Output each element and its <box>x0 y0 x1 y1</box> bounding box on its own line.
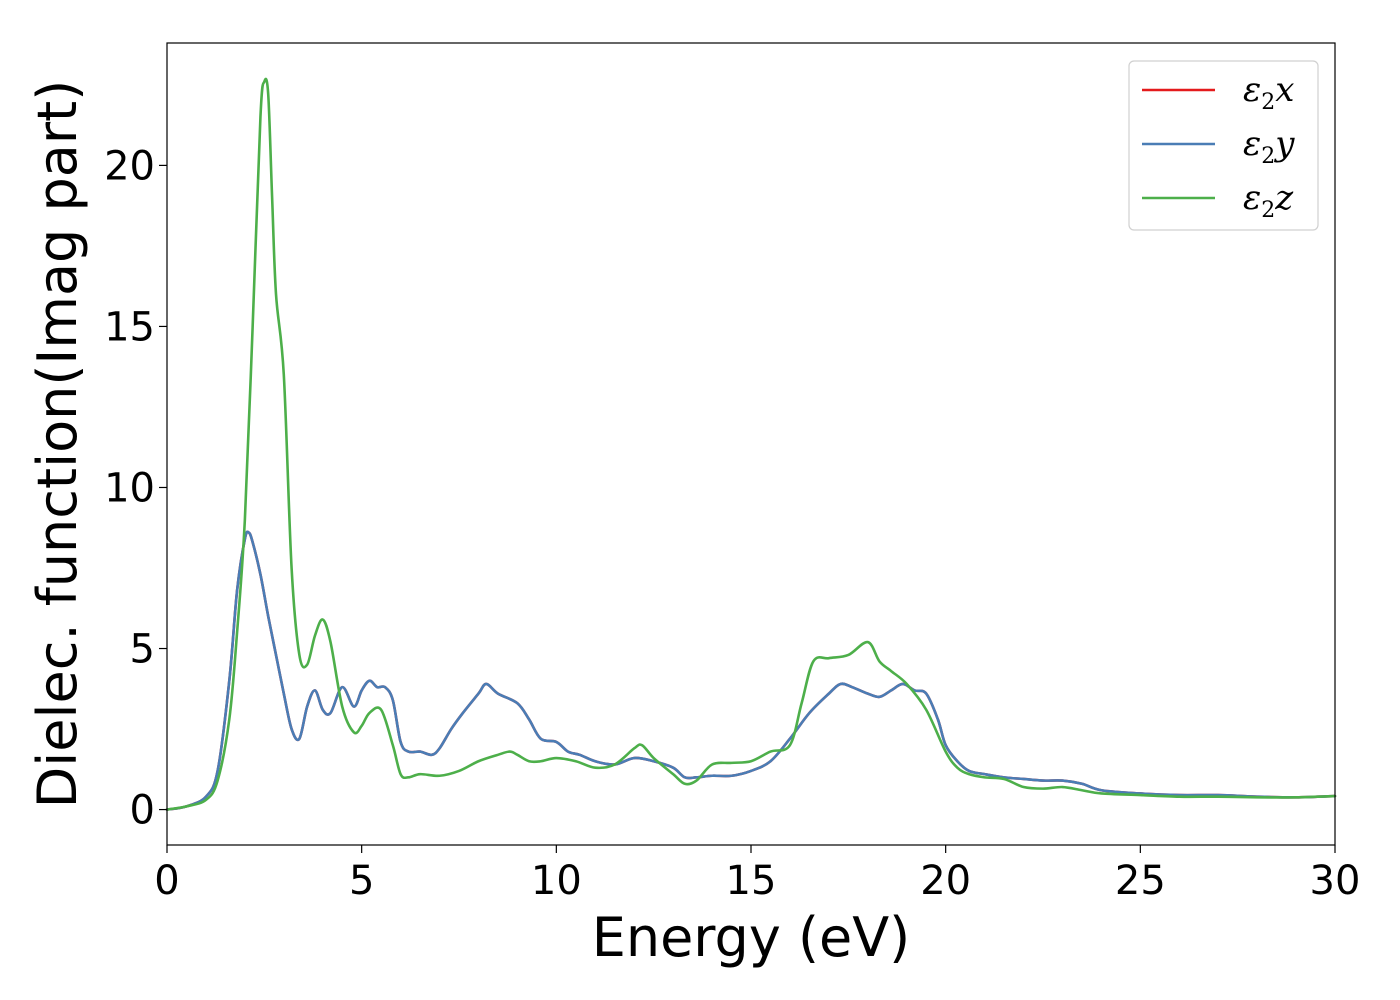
x-axis-ticks: 0 5 10 15 20 25 30 <box>154 845 1360 904</box>
y-tick-label: 20 <box>104 143 155 189</box>
x-tick-label: 25 <box>1115 858 1166 904</box>
legend: ε2x ε2y ε2z <box>1128 60 1319 231</box>
x-tick-label: 10 <box>531 858 582 904</box>
x-axis-label: Energy (eV) <box>592 906 911 969</box>
series-line-z <box>165 77 1337 811</box>
y-axis-label: Dielec. function(Imag part) <box>26 80 89 809</box>
y-tick-label: 5 <box>130 627 155 673</box>
series-layer <box>165 77 1337 811</box>
series-line-y <box>165 530 1337 811</box>
x-tick-label: 15 <box>726 858 777 904</box>
legend-label-y: ε2y <box>1243 124 1295 169</box>
y-tick-label: 0 <box>130 788 155 834</box>
x-tick-label: 0 <box>154 858 179 904</box>
y-axis-ticks: 0 5 10 15 20 <box>104 143 167 834</box>
y-tick-label: 10 <box>104 465 155 511</box>
x-tick-label: 30 <box>1310 858 1361 904</box>
x-tick-label: 5 <box>349 858 374 904</box>
legend-label-x: ε2x <box>1243 70 1294 115</box>
y-tick-label: 15 <box>104 304 155 350</box>
legend-label-z: ε2z <box>1243 178 1294 223</box>
x-tick-label: 20 <box>920 858 971 904</box>
legend-box <box>1128 60 1319 231</box>
